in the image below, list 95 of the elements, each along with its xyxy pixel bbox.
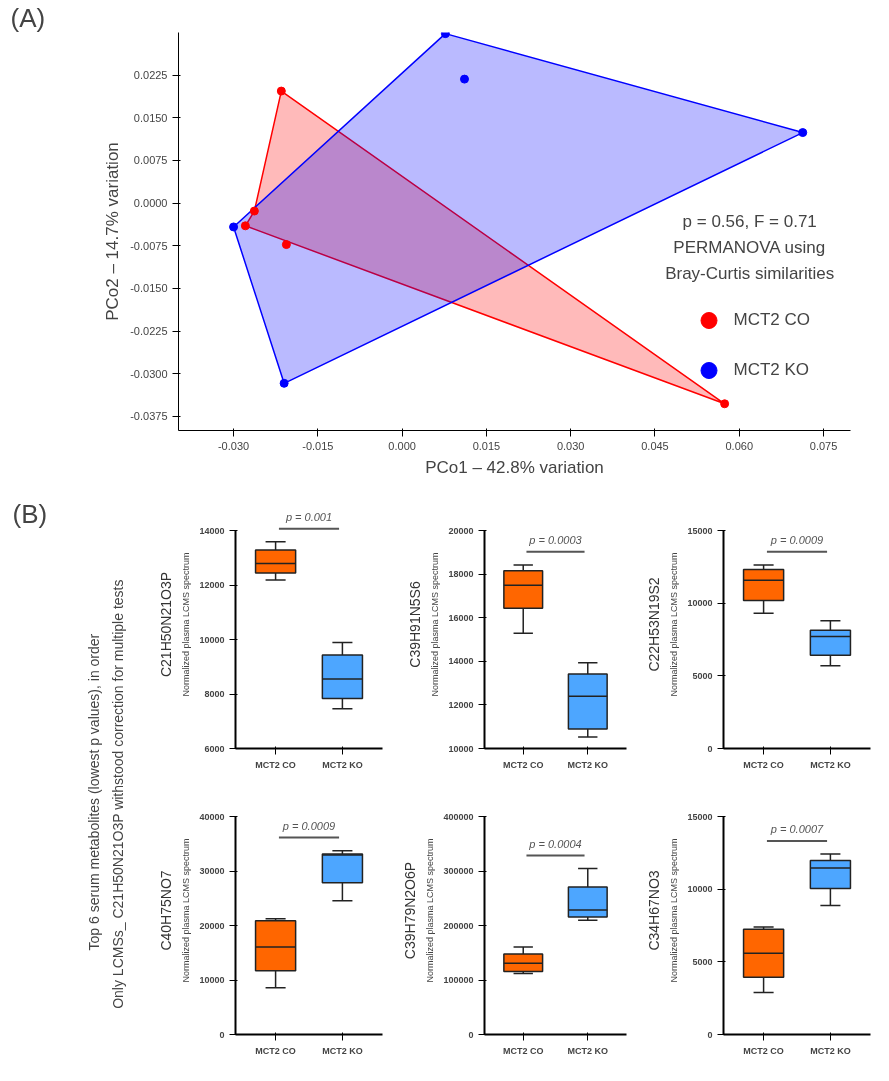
y-tick-label: -0.0300 <box>130 367 168 380</box>
x-tick-label: 0.000 <box>388 439 416 452</box>
y-axis-title: Normalized plasma LCMS spectrum <box>430 552 441 697</box>
x-tick-label: 0.060 <box>725 439 754 452</box>
y-tick-label: 5000 <box>692 670 713 681</box>
x-axis-title: PCo1 – 42.8% variation <box>425 457 604 477</box>
x-tick-label: MCT2 KO <box>810 1045 851 1056</box>
y-tick-label: 0 <box>468 1029 474 1040</box>
annotation: p = 0.0004 <box>528 837 582 850</box>
y-tick-label: 0 <box>707 743 713 754</box>
x-tick-label: MCT2 CO <box>502 1045 544 1056</box>
text: Only LCMSs_ C21H50N21O3P withstood correction for multiple tests <box>109 579 126 1009</box>
y-tick-label: -0.0375 <box>130 410 168 423</box>
x-tick-label: MCT2 CO <box>502 759 544 770</box>
x-tick-label: 0.075 <box>809 439 838 452</box>
y-tick-label: 100000 <box>443 975 474 986</box>
y-tick-label: 18000 <box>448 569 474 580</box>
y-tick-label: 40000 <box>199 811 225 822</box>
point <box>276 86 286 96</box>
y-tick-label: 400000 <box>443 811 474 822</box>
y-tick-label: 10000 <box>687 598 713 609</box>
annotation: p = 0.0009 <box>769 533 824 546</box>
text: C40H75NO7 <box>157 870 174 951</box>
x-tick-label: MCT2 CO <box>255 759 296 770</box>
y-tick-label: 300000 <box>443 866 474 877</box>
text: C34H67NO3 <box>645 870 662 951</box>
y-tick-label: 5000 <box>692 956 713 967</box>
x-tick-label: MCT2 KO <box>567 1045 609 1056</box>
x-tick-label: -0.015 <box>302 439 334 452</box>
annotation: p = 0.0009 <box>281 819 336 832</box>
y-tick-label: 15000 <box>687 525 713 536</box>
annotation: p = 0.0007 <box>769 822 825 835</box>
y-tick-label: 20000 <box>199 920 225 931</box>
point <box>720 399 730 409</box>
x-tick-label: MCT2 KO <box>810 759 851 770</box>
y-tick-label: -0.0150 <box>130 282 168 295</box>
y-tick-label: 10000 <box>199 634 225 645</box>
text: (A) <box>10 2 46 33</box>
x-tick-label: MCT2 KO <box>322 1045 363 1056</box>
y-tick-label: 8000 <box>204 689 225 700</box>
y-tick-label: 10000 <box>687 884 713 895</box>
y-axis-title: Normalized plasma LCMS spectrum <box>669 838 680 983</box>
legend-label: MCT2 CO <box>733 310 810 330</box>
text: (B) <box>12 499 48 530</box>
y-tick-label: 12000 <box>448 699 474 710</box>
y-tick-label: 30000 <box>199 866 225 877</box>
annotation: p = 0.0003 <box>528 533 583 546</box>
point <box>798 128 808 138</box>
x-tick-label: MCT2 CO <box>743 1045 784 1056</box>
point <box>279 378 289 388</box>
x-tick-label: 0.015 <box>472 439 501 452</box>
y-axis-title: Normalized plasma LCMS spectrum <box>181 838 192 983</box>
y-tick-label: 0.0150 <box>133 111 168 124</box>
legend-label: MCT2 KO <box>733 360 810 380</box>
x-tick-label: MCT2 CO <box>255 1045 296 1056</box>
point <box>229 222 239 232</box>
y-tick-label: 14000 <box>448 656 474 667</box>
x-tick-label: 0.030 <box>556 439 585 452</box>
text: C21H50N21O3P <box>157 571 174 678</box>
y-tick-label: 200000 <box>443 920 474 931</box>
point <box>281 240 291 250</box>
y-tick-label: 10000 <box>448 743 474 754</box>
y-tick-label: 0.0075 <box>133 154 168 167</box>
x-tick-label: -0.030 <box>217 439 250 452</box>
x-tick-label: MCT2 KO <box>322 759 363 770</box>
y-tick-label: 14000 <box>199 525 225 536</box>
y-tick-label: 0.0000 <box>133 197 168 210</box>
x-tick-label: MCT2 CO <box>743 759 784 770</box>
point <box>440 32 450 39</box>
y-tick-label: 0 <box>219 1029 225 1040</box>
y-tick-label: -0.0075 <box>130 239 168 252</box>
point <box>459 74 469 84</box>
annotation: p = 0.56, F = 0.71 PERMANOVA using Bray-Curtis similarities <box>665 212 835 283</box>
x-tick-label: MCT2 KO <box>567 759 609 770</box>
text: C39H79N2O6P <box>401 861 418 960</box>
y-tick-label: 15000 <box>687 811 713 822</box>
y-tick-label: 0 <box>707 1029 713 1040</box>
y-tick-label: 20000 <box>448 525 474 536</box>
point <box>240 221 250 231</box>
y-tick-label: 16000 <box>448 612 474 623</box>
y-axis-title: Normalized plasma LCMS spectrum <box>425 838 436 983</box>
y-tick-label: -0.0225 <box>130 325 168 337</box>
y-axis-title: Normalized plasma LCMS spectrum <box>181 552 192 697</box>
x-tick-label: 0.045 <box>641 439 669 452</box>
y-tick-label: 10000 <box>199 975 225 986</box>
text: C39H91N5S6 <box>406 581 423 668</box>
y-tick-label: 0.0225 <box>133 69 168 82</box>
text: C22H53N19S2 <box>645 577 662 672</box>
y-tick-label: 12000 <box>199 580 225 591</box>
text: Top 6 serum metabolites (lowest p values), in order <box>85 633 102 951</box>
text: p = 0.001 <box>284 510 333 523</box>
point <box>249 206 259 216</box>
y-axis-title: PCo2 – 14.7% variation <box>103 142 123 321</box>
y-axis-title: Normalized plasma LCMS spectrum <box>669 552 680 697</box>
y-tick-label: 6000 <box>204 743 225 754</box>
